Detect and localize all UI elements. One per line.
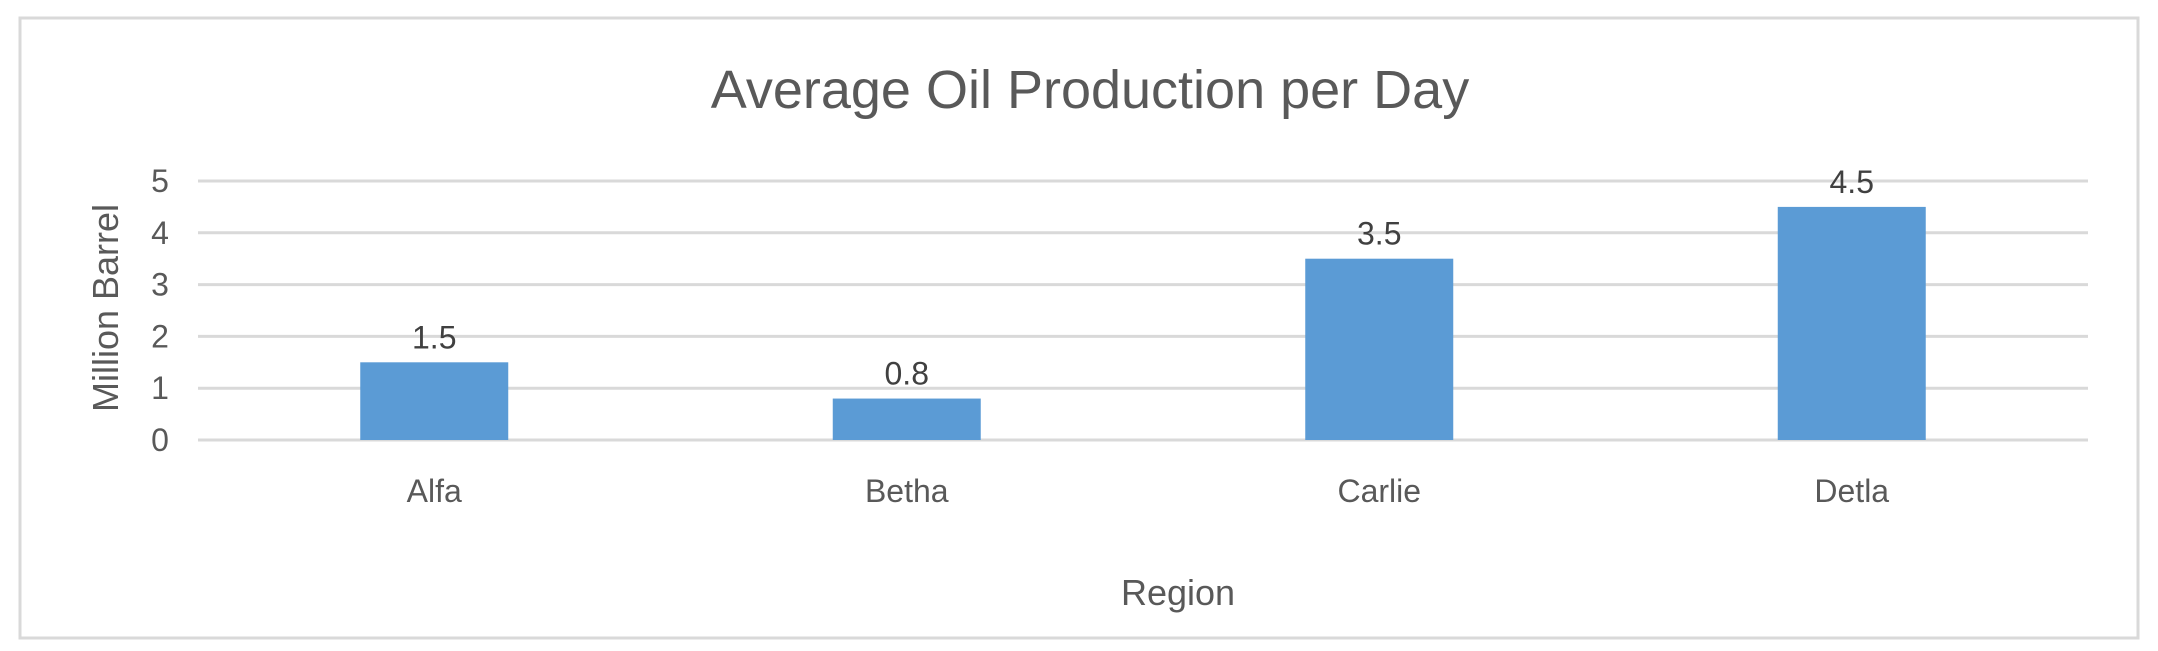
x-category-label: Detla: [1814, 473, 1889, 509]
chart-title: Average Oil Production per Day: [711, 60, 1469, 120]
y-tick-label: 0: [151, 422, 169, 458]
bar: [1305, 258, 1454, 440]
y-axis-ticks: 0 1 2 3 4 5: [151, 163, 169, 458]
x-category-label: Betha: [865, 473, 949, 509]
y-tick-label: 5: [151, 163, 169, 199]
bars: [360, 206, 1926, 440]
y-tick-label: 3: [151, 267, 169, 303]
x-category-label: Alfa: [407, 473, 462, 509]
x-axis-title: Region: [1121, 572, 1235, 613]
gridlines: [198, 179, 2088, 442]
data-labels: 1.5 0.8 3.5 4.5: [412, 164, 1874, 392]
bar: [832, 398, 981, 440]
x-category-label: Carlie: [1337, 473, 1421, 509]
bar: [1777, 206, 1926, 440]
y-tick-label: 4: [151, 215, 169, 251]
data-label: 1.5: [412, 319, 456, 355]
data-label: 4.5: [1830, 164, 1874, 200]
data-label: 0.8: [885, 356, 929, 392]
data-label: 3.5: [1357, 216, 1401, 252]
bar: [360, 362, 509, 440]
x-axis-categories: Alfa Betha Carlie Detla: [407, 473, 1890, 509]
y-axis-title: Million Barrel: [85, 204, 126, 412]
y-tick-label: 1: [151, 370, 169, 406]
y-tick-label: 2: [151, 318, 169, 354]
